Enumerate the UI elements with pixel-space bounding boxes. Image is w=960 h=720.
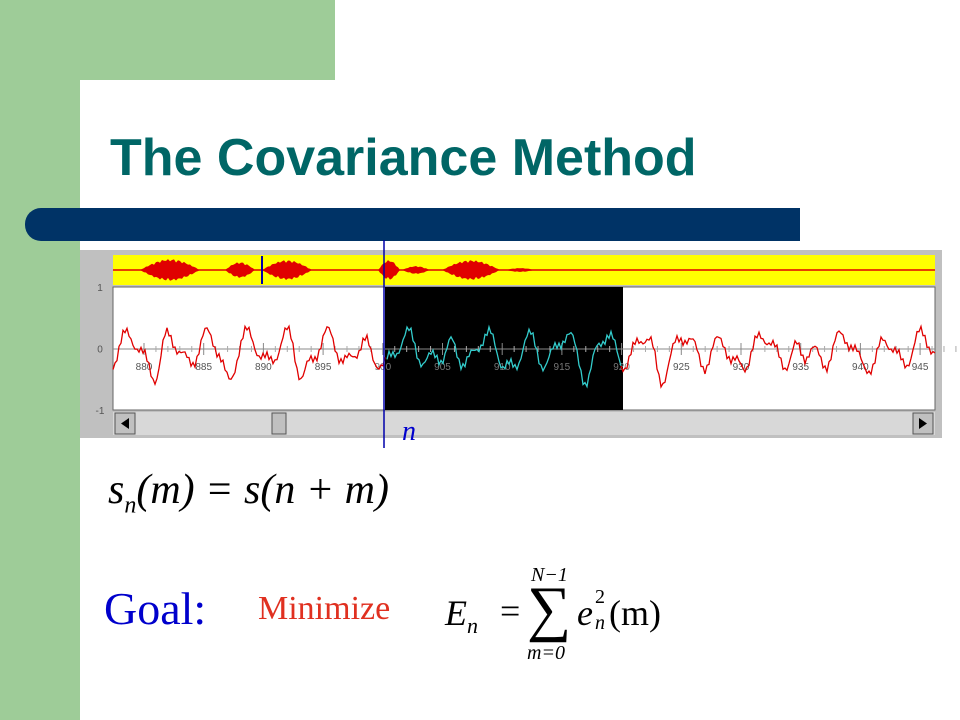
scrollbar[interactable]: [113, 412, 935, 435]
goal-label: Goal:: [104, 583, 207, 634]
x-tick-label: 890: [255, 362, 272, 373]
overview-blob: [402, 266, 430, 274]
y-tick-label: -1: [96, 406, 105, 417]
x-tick-label: 900: [374, 362, 391, 373]
x-tick-label: 940: [852, 362, 869, 373]
formula-s: s: [108, 467, 125, 513]
formula-e-sup: 2: [595, 586, 605, 608]
formula-upper: N−1: [531, 564, 568, 586]
formula-e-sub: n: [595, 612, 605, 634]
formula-eq: =: [500, 591, 521, 631]
scroll-thumb[interactable]: [271, 412, 287, 435]
x-tick-label: 935: [792, 362, 809, 373]
formula-E-sub: n: [467, 613, 478, 639]
scroll-right-arrow: [919, 418, 927, 429]
waveform: [112, 324, 936, 389]
formula-energy: En = ∑ N−1 m=0 e 2 n (m): [445, 564, 705, 666]
slide-title: The Covariance Method: [110, 129, 697, 187]
x-tick-label: 915: [554, 362, 571, 373]
formula-E: E: [445, 593, 467, 633]
x-tick-label: 895: [315, 362, 332, 373]
x-tick-label: 905: [434, 362, 451, 373]
overview-blob: [225, 262, 255, 278]
x-tick-label: 925: [673, 362, 690, 373]
title-bar: [25, 208, 800, 241]
overview-blob: [140, 259, 200, 281]
formula-e: e: [577, 593, 593, 633]
x-tick-label: 880: [136, 362, 153, 373]
formula-sub: n: [124, 492, 137, 519]
formula-rest: (m) = s(n + m): [136, 467, 389, 513]
formula-arg: (m): [608, 593, 661, 633]
overview-blob: [505, 268, 535, 272]
minimize-label: Minimize: [258, 590, 391, 627]
formula-shift: sn(m) = s(n + m): [108, 466, 389, 519]
y-tick-label: 1: [97, 283, 103, 294]
overview-blob: [442, 260, 500, 280]
x-tick-label: 930: [733, 362, 750, 373]
scroll-left-arrow: [121, 418, 129, 429]
x-tick-label: 945: [912, 362, 929, 373]
y-tick-label: 0: [97, 345, 103, 356]
formula-lower: m=0: [527, 642, 565, 664]
n-label: n: [402, 416, 416, 447]
waveform-selected: [386, 324, 622, 389]
overview-blob: [262, 260, 312, 280]
green-band: [0, 0, 80, 720]
x-tick-label: 885: [195, 362, 212, 373]
formula-sum: ∑: [527, 575, 572, 643]
green-corner: [0, 0, 335, 80]
